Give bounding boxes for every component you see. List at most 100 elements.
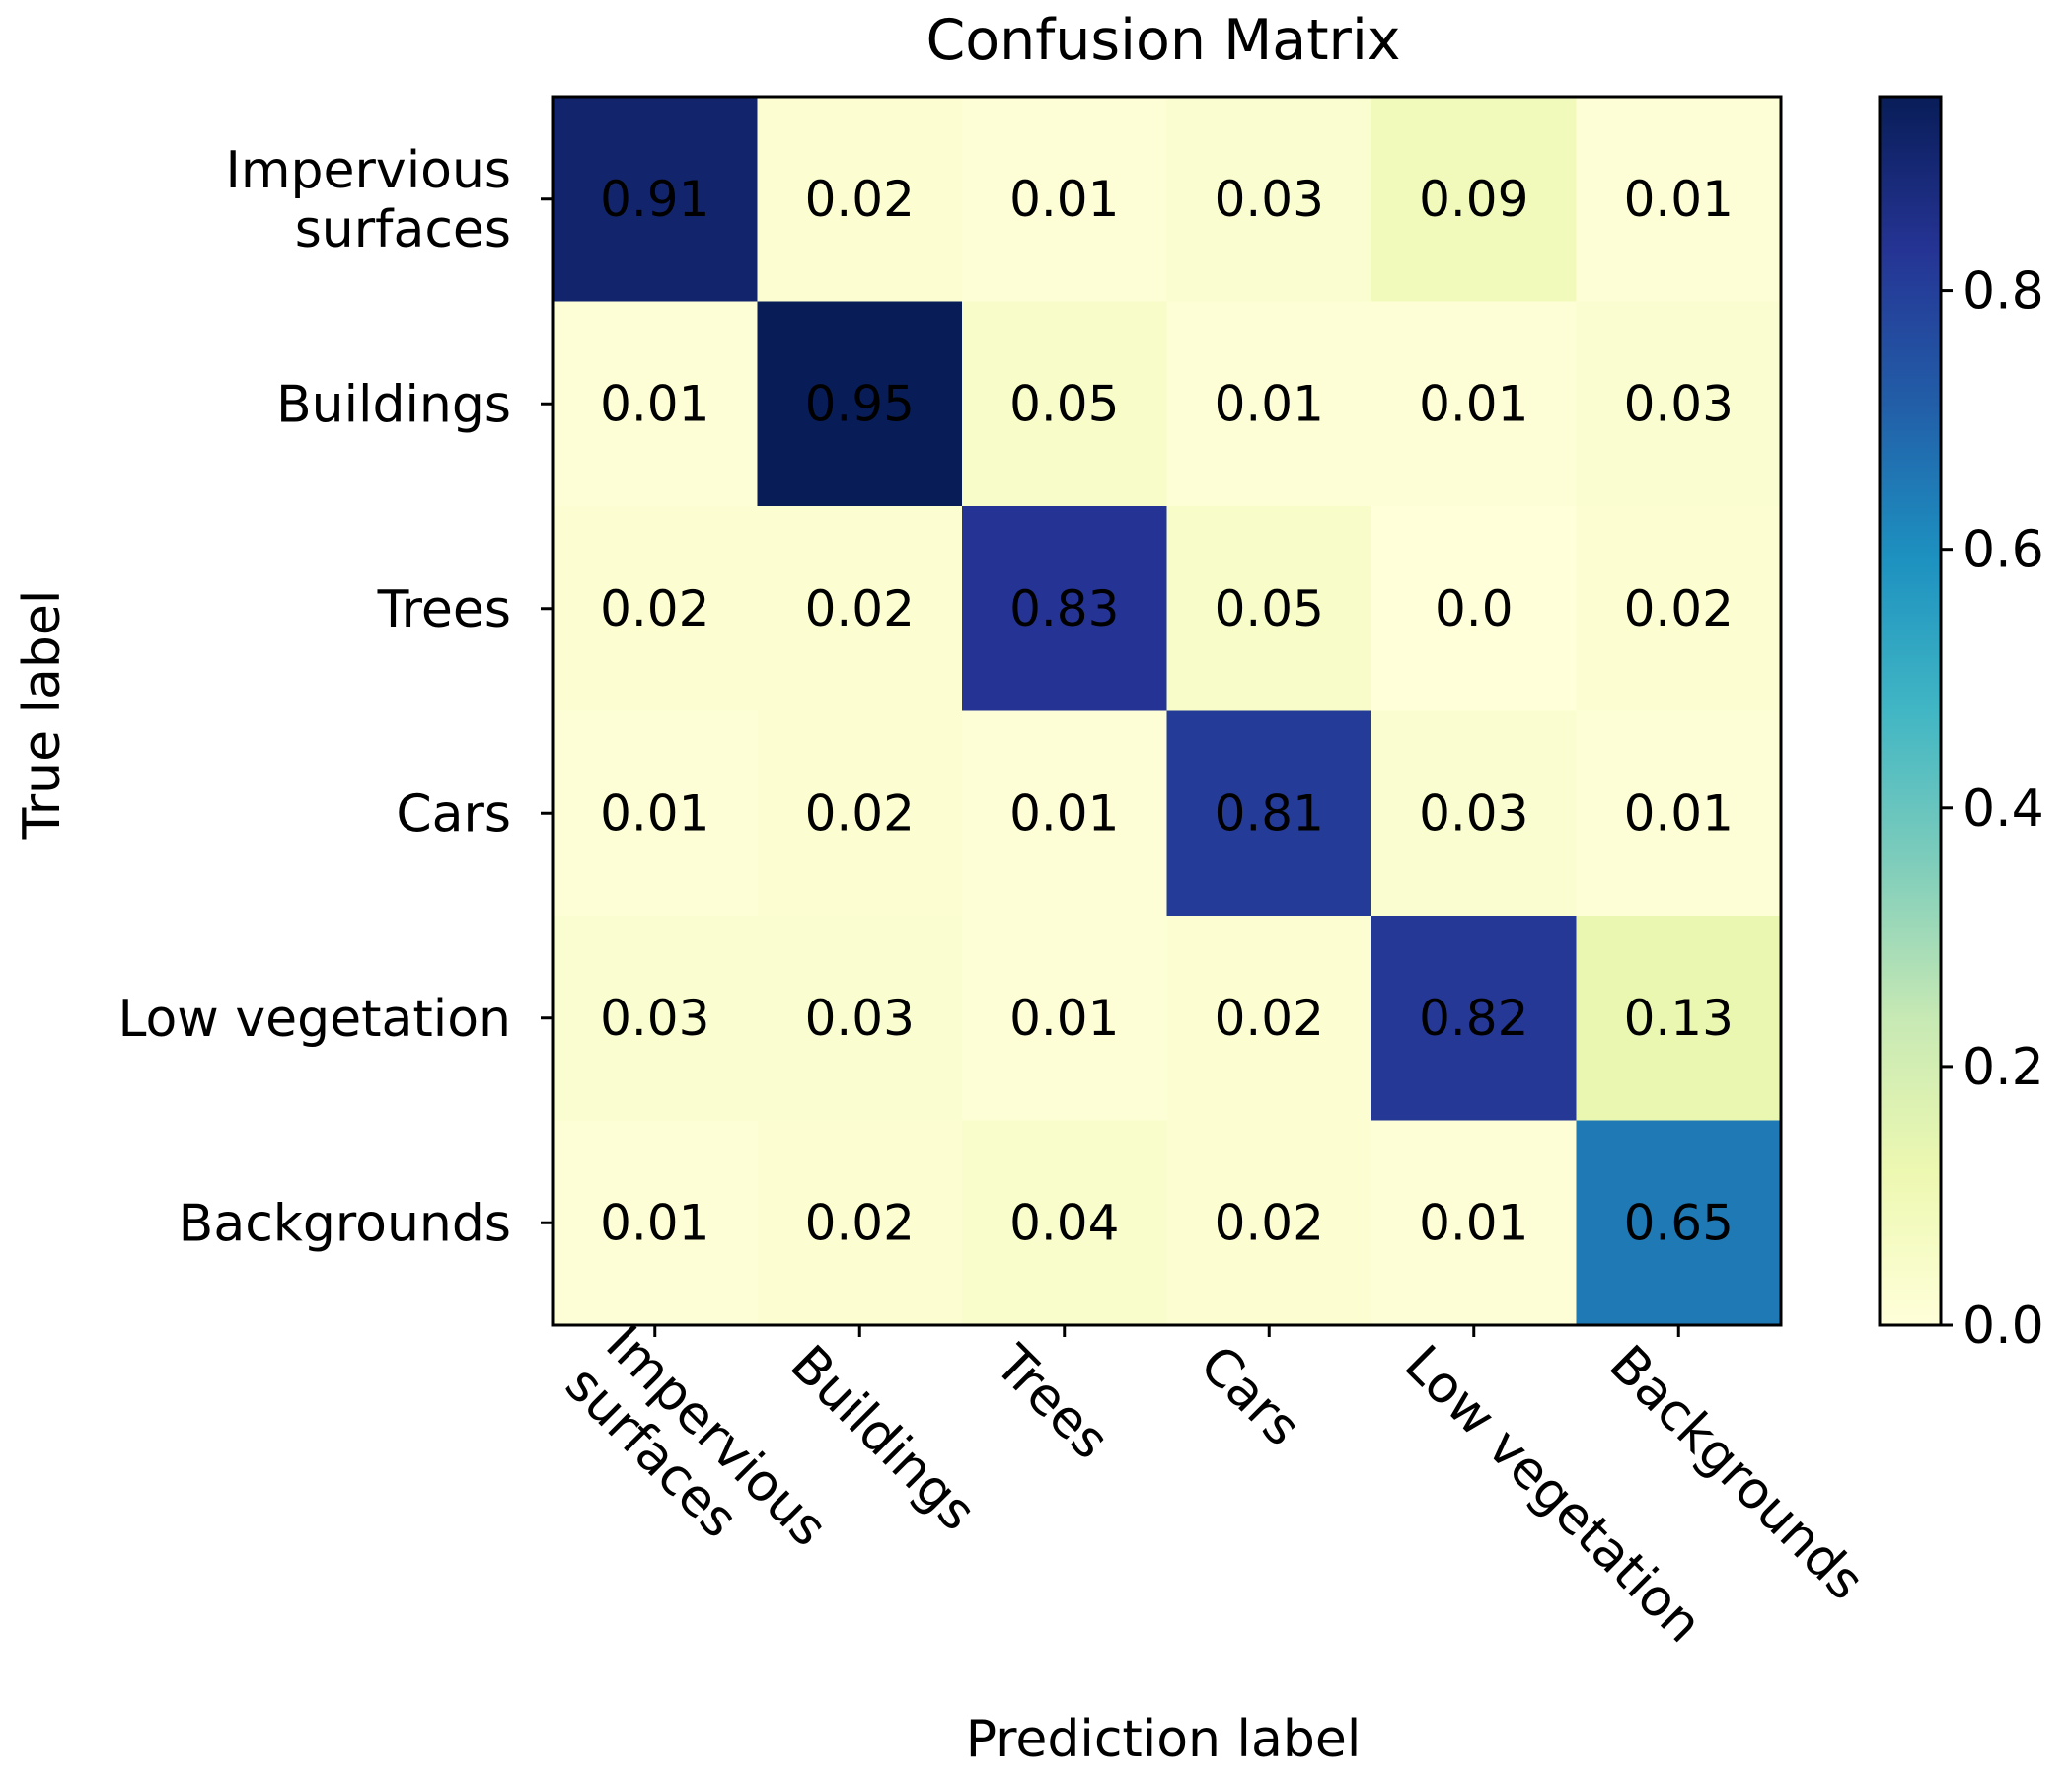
heatmap-cell bbox=[1166, 710, 1372, 917]
cell-value-label: 0.02 bbox=[1215, 990, 1324, 1047]
heatmap-cell bbox=[1371, 506, 1578, 712]
colorbar bbox=[1878, 95, 1943, 1327]
heatmap-cell bbox=[1371, 710, 1578, 917]
y-tick-label: Backgrounds bbox=[179, 1194, 511, 1253]
cell-value-labels: 0.91 0.02 0.01 0.03 0.09 0.01 0.01 0.95 0.05 0.01… bbox=[600, 171, 1734, 1252]
cell-value-label: 0.02 bbox=[1624, 580, 1734, 637]
y-tick-label: Buildings bbox=[276, 375, 511, 434]
cell-value-label: 0.82 bbox=[1419, 990, 1528, 1047]
y-tick-label: Cars bbox=[396, 784, 511, 844]
cell-value-label: 0.81 bbox=[1215, 784, 1324, 842]
heatmap-cell bbox=[1166, 1120, 1372, 1326]
cell-value-label: 0.02 bbox=[805, 1194, 915, 1251]
cell-value-label: 0.01 bbox=[600, 1194, 709, 1251]
cell-value-label: 0.02 bbox=[805, 171, 915, 228]
heatmap-cell bbox=[1166, 506, 1372, 712]
heatmap-cell bbox=[1576, 506, 1782, 712]
heatmap-cell bbox=[1576, 916, 1782, 1122]
heatmap-cell bbox=[553, 916, 759, 1122]
cell-value-label: 0.01 bbox=[1624, 171, 1734, 228]
heatmap-cell bbox=[1371, 301, 1578, 507]
cell-value-label: 0.02 bbox=[805, 784, 915, 842]
heatmap-cell bbox=[1166, 301, 1372, 507]
chart-title: Confusion Matrix bbox=[925, 8, 1400, 73]
cell-value-label: 0.03 bbox=[1624, 375, 1734, 432]
cell-value-label: 0.01 bbox=[1009, 990, 1119, 1047]
heatmap-cell bbox=[757, 916, 963, 1122]
colorbar-ticks: 0.0 0.2 0.4 0.6 0.8 bbox=[1941, 262, 2044, 1356]
heatmap-cell bbox=[1576, 97, 1782, 303]
heatmap-cell bbox=[757, 1120, 963, 1326]
cell-value-label: 0.13 bbox=[1624, 990, 1734, 1047]
x-tick-label-group: Trees bbox=[983, 1334, 1120, 1471]
x-tick-label: Trees bbox=[983, 1334, 1120, 1471]
cell-value-label: 0.02 bbox=[1215, 1194, 1324, 1251]
cell-value-label: 0.95 bbox=[805, 375, 915, 432]
heatmap-cell bbox=[1166, 97, 1372, 303]
heatmap-cell bbox=[1576, 301, 1782, 507]
cell-value-label: 0.03 bbox=[805, 990, 915, 1047]
cell-value-label: 0.01 bbox=[1215, 375, 1324, 432]
heatmap-cell bbox=[757, 710, 963, 917]
cell-value-label: 0.01 bbox=[1419, 1194, 1528, 1251]
y-tick-label: Low vegetation bbox=[117, 990, 511, 1049]
cell-value-label: 0.02 bbox=[805, 580, 915, 637]
heatmap-cell bbox=[962, 301, 1168, 507]
cell-value-label: 0.03 bbox=[600, 990, 709, 1047]
cell-value-label: 0.09 bbox=[1419, 171, 1528, 228]
x-tick-label-group: Cars bbox=[1188, 1334, 1311, 1457]
cell-value-label: 0.01 bbox=[1009, 171, 1119, 228]
heatmap-cell bbox=[962, 506, 1168, 712]
plot-frame bbox=[551, 95, 1783, 1327]
y-tick-label: Impervious bbox=[226, 141, 511, 200]
y-tick-label: surfaces bbox=[295, 200, 511, 259]
cell-value-label: 0.01 bbox=[1624, 784, 1734, 842]
heatmap-cell bbox=[1371, 1120, 1578, 1326]
cell-value-label: 0.65 bbox=[1624, 1194, 1734, 1251]
cell-value-label: 0.03 bbox=[1215, 171, 1324, 228]
heatmap-cell bbox=[962, 710, 1168, 917]
cell-value-label: 0.01 bbox=[600, 375, 709, 432]
cell-value-label: 0.91 bbox=[600, 171, 709, 228]
cell-value-label: 0.03 bbox=[1419, 784, 1528, 842]
cell-value-label: 0.01 bbox=[1009, 784, 1119, 842]
heatmap-cell bbox=[1576, 710, 1782, 917]
y-tick-label: Trees bbox=[377, 580, 511, 639]
cell-value-label: 0.83 bbox=[1009, 580, 1119, 637]
heatmap-cell bbox=[553, 506, 759, 712]
heatmap-cell bbox=[1371, 916, 1578, 1122]
colorbar-tick-label: 0.4 bbox=[1962, 779, 2044, 839]
colorbar-tick-label: 0.8 bbox=[1962, 262, 2044, 322]
cell-value-label: 0.0 bbox=[1435, 580, 1514, 637]
x-axis-label: Prediction label bbox=[966, 1710, 1362, 1769]
colorbar-tick-label: 0.6 bbox=[1962, 521, 2044, 580]
heatmap-cell bbox=[757, 301, 963, 507]
heatmap-cell bbox=[553, 1120, 759, 1326]
heatmap-cell bbox=[757, 97, 963, 303]
cell-value-label: 0.02 bbox=[600, 580, 709, 637]
heatmap-cell bbox=[757, 506, 963, 712]
heatmap-cell bbox=[553, 97, 759, 303]
colorbar-tick-label: 0.2 bbox=[1962, 1038, 2044, 1097]
heatmap-cell bbox=[1576, 1120, 1782, 1326]
heatmap-cell bbox=[553, 301, 759, 507]
heatmap-cell bbox=[553, 710, 759, 917]
cell-value-label: 0.05 bbox=[1009, 375, 1119, 432]
cell-value-label: 0.05 bbox=[1215, 580, 1324, 637]
heatmap-cells bbox=[553, 97, 1782, 1326]
x-tick-label: Cars bbox=[1188, 1334, 1311, 1457]
y-axis-label: True label bbox=[13, 590, 72, 841]
heatmap-cell bbox=[1371, 97, 1578, 303]
heatmap-cell bbox=[1166, 916, 1372, 1122]
cell-value-label: 0.01 bbox=[1419, 375, 1528, 432]
heatmap-cell bbox=[962, 916, 1168, 1122]
colorbar-tick-label: 0.0 bbox=[1962, 1297, 2044, 1356]
cell-value-label: 0.04 bbox=[1009, 1194, 1119, 1251]
heatmap-cell bbox=[962, 1120, 1168, 1326]
heatmap-cell bbox=[962, 97, 1168, 303]
cell-value-label: 0.01 bbox=[600, 784, 709, 842]
